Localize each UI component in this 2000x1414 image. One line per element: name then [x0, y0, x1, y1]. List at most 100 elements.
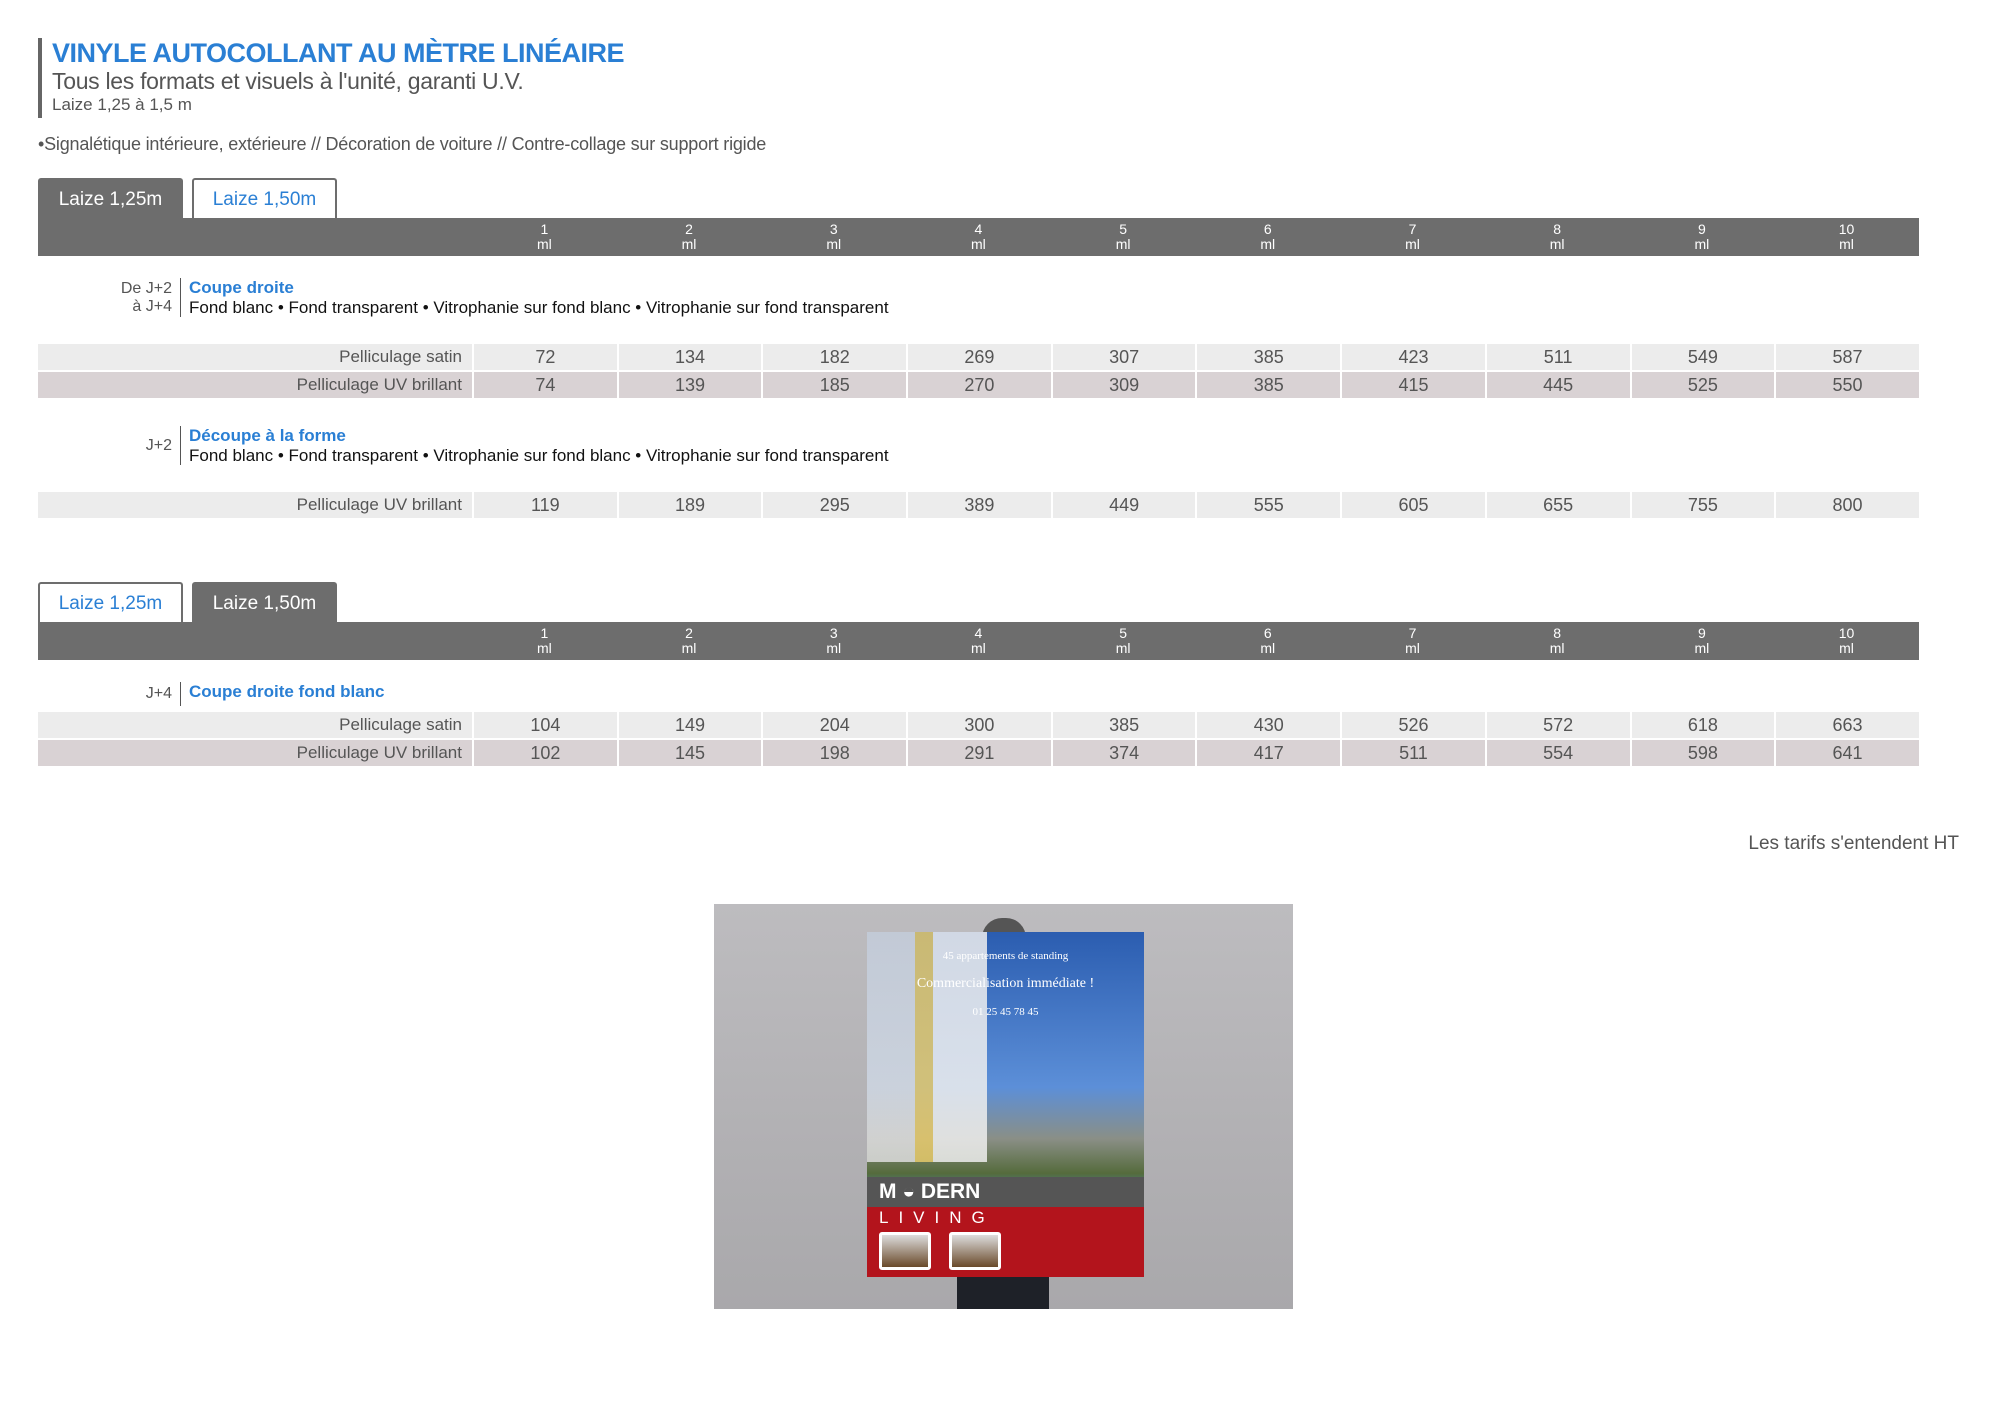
poster: 45 appartements de standing Commercialis…	[867, 932, 1144, 1277]
header-spacer	[38, 218, 472, 256]
poster-brand-living: LIVING	[879, 1208, 995, 1227]
section-body: Coupe droite fond blanc	[180, 682, 385, 706]
column-number: 5	[1119, 221, 1127, 237]
price-cell: 549	[1629, 344, 1775, 370]
column-number: 5	[1119, 625, 1127, 641]
column-unit: ml	[1115, 640, 1131, 656]
column-header: 8 ml	[1485, 218, 1630, 256]
price-cell: 189	[616, 492, 762, 518]
uses-line: •Signalétique intérieure, extérieure // …	[38, 134, 767, 154]
price-cell: 291	[906, 740, 1051, 766]
section-body: Coupe droite Fond blanc • Fond transparen…	[180, 278, 909, 317]
price-cell: 423	[1340, 344, 1485, 370]
column-unit: ml	[1694, 640, 1710, 656]
section-description: Fond blanc • Fond transparent • Vitropha…	[189, 298, 889, 317]
table-header: 1 ml 2 ml 3 ml 4 ml 5 ml 6 ml 7 ml 8 ml 9 ml 10 ml	[38, 622, 1919, 660]
column-header: 10 ml	[1774, 218, 1919, 256]
section-title: Coupe droite fond blanc	[189, 682, 385, 701]
section-description: Fond blanc • Fond transparent • Vitropha…	[189, 446, 889, 465]
poster-thumb	[949, 1232, 1001, 1270]
price-cell: 198	[761, 740, 906, 766]
price-cell: 525	[1629, 372, 1775, 398]
column-header: 2 ml	[617, 218, 762, 256]
price-cell: 554	[1484, 740, 1630, 766]
tab-laize-1[interactable]: Laize 1,50m	[192, 178, 337, 218]
section-title: Découpe à la forme	[189, 426, 346, 445]
row-label: Pelliculage UV brillant	[296, 375, 462, 394]
column-unit: ml	[1115, 236, 1131, 252]
column-header: 1 ml	[472, 218, 617, 256]
column-header: 5 ml	[1051, 622, 1196, 660]
tab-bar: Laize 1,25m Laize 1,50m	[38, 178, 337, 218]
price-row: Pelliculage UV brillant 119 189 295 389 449 55…	[38, 492, 1919, 518]
column-header: 8 ml	[1485, 622, 1630, 660]
tab-laize-0[interactable]: Laize 1,25m	[38, 582, 183, 622]
column-header: 3 ml	[761, 218, 906, 256]
price-cell: 307	[1050, 344, 1196, 370]
price-row: Pelliculage satin 72 134 182 269 307 385 423 511…	[38, 344, 1919, 370]
column-number: 10	[1838, 625, 1855, 641]
column-header: 10 ml	[1774, 622, 1919, 660]
column-unit: ml	[536, 640, 552, 656]
column-number: 8	[1553, 221, 1562, 237]
delay-line: J+2	[145, 436, 172, 454]
delay-line: De J+2	[120, 279, 172, 297]
poster-thumb	[879, 1232, 931, 1270]
product-section: J+4 Coupe droite fond blanc	[38, 682, 1919, 706]
table-header: 1 ml 2 ml 3 ml 4 ml 5 ml 6 ml 7 ml 8 ml 9 ml 10 ml	[38, 218, 1919, 256]
column-unit: ml	[1839, 236, 1854, 252]
column-unit: ml	[826, 236, 842, 252]
price-cell: 800	[1774, 492, 1919, 518]
price-cell: 526	[1340, 712, 1485, 738]
price-cell: 102	[472, 740, 617, 766]
column-header: 4 ml	[906, 218, 1051, 256]
price-cell: 511	[1340, 740, 1485, 766]
price-cell: 104	[472, 712, 617, 738]
person-legs	[957, 1277, 1049, 1309]
column-number: 1	[540, 221, 549, 237]
price-cell: 182	[761, 344, 906, 370]
column-header: 1 ml	[472, 622, 617, 660]
tab-laize-0[interactable]: Laize 1,25m	[38, 178, 183, 218]
price-cell: 587	[1774, 344, 1919, 370]
price-cell: 449	[1050, 492, 1196, 518]
price-note: Les tarifs s'entendent HT	[1748, 833, 1959, 854]
tab-bar: Laize 1,25m Laize 1,50m	[38, 582, 337, 622]
column-header: 9 ml	[1630, 218, 1775, 256]
column-number: 4	[974, 221, 983, 237]
poster-phone: 01 25 45 78 45	[972, 1006, 1039, 1018]
price-cell: 550	[1774, 372, 1919, 398]
delay-line: J+4	[145, 685, 172, 702]
price-cell: 618	[1629, 712, 1775, 738]
column-number: 9	[1697, 221, 1706, 237]
price-cell: 385	[1050, 712, 1196, 738]
price-row: Pelliculage satin 104 149 204 300 385 430 526 57…	[38, 712, 1919, 738]
price-row: Pelliculage UV brillant 74 139 185 270 309 385…	[38, 372, 1919, 398]
price-cell: 309	[1050, 372, 1196, 398]
row-label: Pelliculage satin	[339, 715, 462, 734]
section-title: Coupe droite	[189, 278, 294, 297]
column-number: 3	[829, 625, 838, 641]
product-section: J+2 Découpe à la forme Fond blanc • Fond t…	[38, 426, 1919, 465]
column-unit: ml	[1260, 236, 1276, 252]
column-number: 7	[1408, 221, 1417, 237]
tab-laize-1[interactable]: Laize 1,50m	[192, 582, 337, 622]
column-number: 10	[1838, 221, 1855, 237]
poster-band	[867, 1177, 1144, 1207]
column-unit: ml	[681, 236, 697, 252]
column-number: 2	[685, 625, 693, 641]
column-number: 8	[1553, 625, 1562, 641]
column-header: 6 ml	[1195, 622, 1340, 660]
poster-line1: 45 appartements de standing	[942, 950, 1069, 962]
column-unit: ml	[1549, 236, 1565, 252]
page-subtitle: Tous les formats et visuels à l'unité, g…	[52, 68, 524, 94]
page-title: VINYLE AUTOCOLLANT AU MÈTRE LINÉAIRE	[52, 38, 625, 68]
column-unit: ml	[1839, 640, 1854, 656]
column-number: 9	[1697, 625, 1706, 641]
column-header: 4 ml	[906, 622, 1051, 660]
header-spacer	[38, 622, 472, 660]
row-label: Pelliculage UV brillant	[296, 743, 462, 762]
column-header: 9 ml	[1630, 622, 1775, 660]
row-label: Pelliculage UV brillant	[296, 495, 462, 514]
column-number: 6	[1263, 625, 1272, 641]
